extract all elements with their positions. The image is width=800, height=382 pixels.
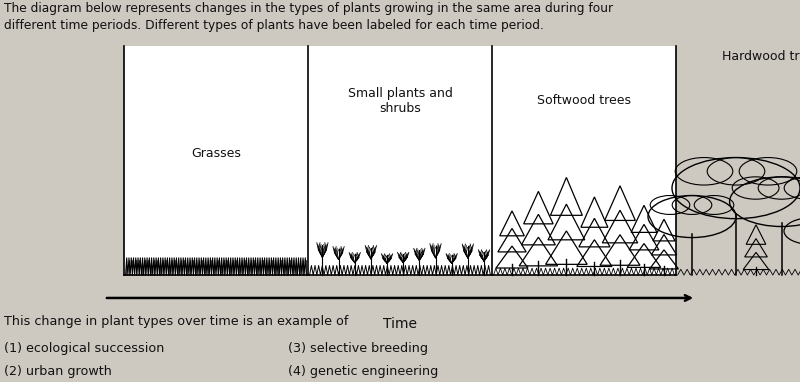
Text: (3) selective breeding: (3) selective breeding	[288, 342, 428, 355]
Text: (1) ecological succession: (1) ecological succession	[4, 342, 164, 355]
Text: (2) urban growth: (2) urban growth	[4, 365, 112, 378]
Text: Softwood trees: Softwood trees	[537, 94, 631, 107]
FancyBboxPatch shape	[124, 46, 676, 275]
Text: (4) genetic engineering: (4) genetic engineering	[288, 365, 438, 378]
Text: Grasses: Grasses	[191, 147, 241, 160]
Text: Hardwood trees: Hardwood trees	[722, 50, 800, 63]
Text: The diagram below represents changes in the types of plants growing in the same : The diagram below represents changes in …	[4, 2, 613, 32]
Text: Small plants and
shrubs: Small plants and shrubs	[347, 87, 453, 115]
Text: Time: Time	[383, 317, 417, 331]
Text: This change in plant types over time is an example of: This change in plant types over time is …	[4, 315, 348, 328]
